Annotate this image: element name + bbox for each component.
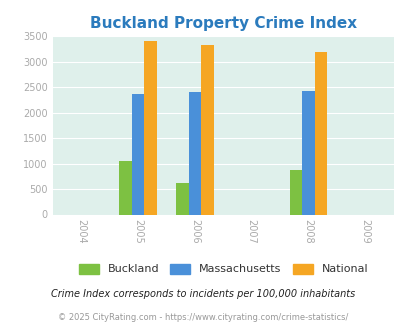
Bar — [132, 94, 144, 214]
Bar — [289, 170, 302, 214]
Bar — [176, 183, 188, 214]
Title: Buckland Property Crime Index: Buckland Property Crime Index — [90, 16, 356, 31]
Legend: Buckland, Massachusetts, National: Buckland, Massachusetts, National — [74, 259, 371, 279]
Text: © 2025 CityRating.com - https://www.cityrating.com/crime-statistics/: © 2025 CityRating.com - https://www.city… — [58, 313, 347, 322]
Bar — [144, 41, 156, 214]
Bar — [302, 91, 314, 214]
Bar — [119, 160, 132, 214]
Bar — [200, 45, 213, 214]
Text: Crime Index corresponds to incidents per 100,000 inhabitants: Crime Index corresponds to incidents per… — [51, 289, 354, 299]
Bar — [314, 51, 326, 214]
Bar — [188, 92, 200, 214]
